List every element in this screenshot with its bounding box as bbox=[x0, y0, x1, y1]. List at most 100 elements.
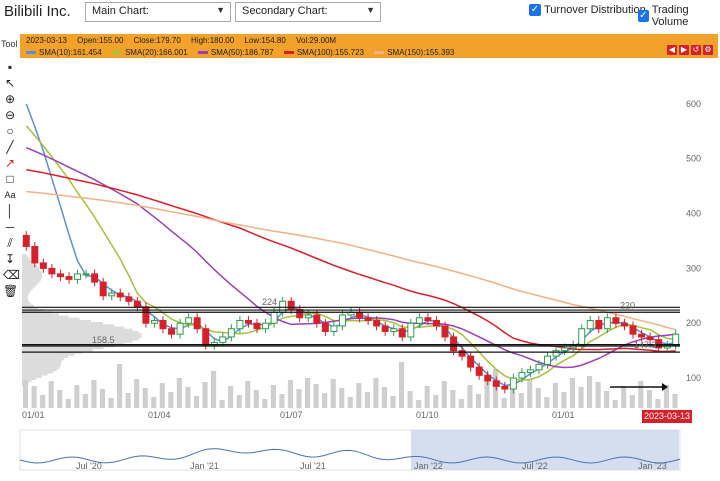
volume-bar bbox=[578, 387, 584, 408]
volume-bar bbox=[142, 388, 148, 408]
ohlc-readout: 2023-03-13 Open:155.00 Close:179.70 High… bbox=[26, 36, 344, 45]
eraser-icon[interactable]: ⌫ bbox=[3, 268, 20, 282]
candle-body bbox=[646, 336, 654, 341]
turnover-bar bbox=[22, 319, 92, 323]
text-icon[interactable]: Aa bbox=[4, 190, 16, 200]
turnover-bar bbox=[22, 289, 31, 293]
candle-body bbox=[48, 267, 56, 275]
candle-body bbox=[82, 273, 90, 276]
volume-bar bbox=[655, 399, 661, 408]
chevron-down-icon: ▼ bbox=[366, 5, 375, 15]
volume-bar bbox=[407, 391, 413, 408]
candle-body bbox=[193, 317, 201, 330]
main-chart-select[interactable]: Main Chart: ▼ bbox=[85, 2, 231, 22]
info-high: High:180.00 bbox=[191, 36, 235, 45]
turnover-bar bbox=[22, 337, 139, 341]
navigator-tick-label: Jul '20 bbox=[76, 461, 102, 471]
candle-body bbox=[381, 325, 389, 332]
volume-bar bbox=[544, 397, 550, 408]
volume-bar bbox=[604, 391, 610, 408]
volume-bar bbox=[399, 362, 405, 408]
turnover-bar bbox=[22, 267, 40, 271]
trash-icon[interactable]: 🗑 bbox=[3, 284, 19, 298]
volume-bar bbox=[595, 382, 601, 408]
candle-body bbox=[304, 314, 312, 319]
zoom-in-icon[interactable]: ⊕ bbox=[4, 92, 16, 106]
turnover-bar bbox=[22, 341, 125, 345]
legend-sma50: SMA(50):186.787 bbox=[197, 48, 274, 57]
info-vol: Vol:29.00M bbox=[296, 36, 337, 45]
line-icon[interactable]: ╱ bbox=[6, 140, 14, 154]
volume-bar bbox=[65, 399, 71, 408]
turnover-bar bbox=[22, 326, 125, 330]
checkmark-icon: ✓ bbox=[638, 10, 649, 22]
legend-sma150: SMA(150):155.393 bbox=[374, 48, 454, 57]
turnover-bar bbox=[22, 262, 35, 266]
volume-bar bbox=[510, 384, 516, 408]
volume-bar bbox=[125, 393, 131, 408]
volume-bar bbox=[168, 392, 174, 408]
turnover-bar bbox=[22, 361, 61, 365]
turnover-bar bbox=[22, 357, 64, 361]
nav-right-icon[interactable]: ▶ bbox=[679, 45, 689, 55]
turnover-distribution-checkbox[interactable]: ✓ Turnover Distribution bbox=[529, 4, 646, 16]
volume-bar bbox=[390, 396, 396, 408]
annotation-label: 220 bbox=[620, 300, 635, 310]
candle-body bbox=[338, 314, 346, 327]
volume-bar bbox=[339, 388, 345, 408]
y-tick-label: 100 bbox=[686, 373, 701, 383]
circle-icon[interactable]: ○ bbox=[6, 124, 14, 138]
candle-body bbox=[56, 273, 64, 278]
volume-bar bbox=[424, 386, 430, 408]
trading-volume-checkbox[interactable]: ✓ Trading Volume bbox=[638, 4, 720, 28]
info-low: Low:154.80 bbox=[244, 36, 286, 45]
volume-bar bbox=[381, 387, 388, 408]
volume-bar bbox=[621, 386, 627, 408]
arrow-line-icon[interactable]: ↗ bbox=[4, 156, 16, 170]
legend-sma20: SMA(20):166.001 bbox=[111, 48, 188, 57]
candle-body bbox=[159, 319, 167, 330]
vertical-line-icon[interactable]: │ bbox=[6, 204, 14, 218]
nav-left-icon[interactable]: ◀ bbox=[667, 45, 677, 55]
cursor-icon[interactable]: ↖ bbox=[4, 76, 16, 90]
volume-bar bbox=[475, 394, 482, 408]
candle-body bbox=[65, 276, 73, 280]
navigator-tick-label: Jul '22 bbox=[522, 461, 548, 471]
volume-bar bbox=[322, 393, 328, 408]
volume-bar bbox=[305, 378, 311, 408]
volume-bar bbox=[518, 393, 524, 408]
volume-bar bbox=[416, 400, 422, 408]
horizontal-line-icon[interactable]: ─ bbox=[5, 220, 15, 234]
volume-bar bbox=[236, 395, 242, 408]
volume-label: Trading Volume bbox=[651, 4, 689, 28]
candle-body bbox=[108, 292, 116, 297]
y-tick-label: 300 bbox=[686, 263, 701, 273]
parallel-lines-icon[interactable]: ⫽ bbox=[7, 236, 13, 250]
volume-bar bbox=[117, 364, 123, 408]
turnover-bar bbox=[22, 359, 62, 363]
turnover-bar bbox=[22, 302, 31, 306]
settings-icon[interactable]: ⚙ bbox=[703, 45, 713, 55]
annotation-label: 224 bbox=[262, 297, 277, 307]
reset-icon[interactable]: ↺ bbox=[691, 45, 701, 55]
volume-bar bbox=[57, 390, 63, 408]
candle-body bbox=[364, 317, 372, 321]
volume-bar bbox=[31, 386, 37, 408]
vertical-arrow-icon[interactable]: ↧ bbox=[4, 252, 16, 266]
x-tick-label: 01/04 bbox=[148, 410, 171, 420]
volume-bar bbox=[458, 399, 464, 408]
volume-bar bbox=[82, 394, 88, 408]
rectangle-icon[interactable]: □ bbox=[6, 172, 14, 186]
candle-body bbox=[373, 319, 381, 327]
turnover-bar bbox=[22, 324, 115, 328]
turnover-bar bbox=[22, 352, 75, 356]
secondary-chart-select[interactable]: Secondary Chart: ▼ bbox=[235, 2, 381, 22]
candle-body bbox=[168, 328, 176, 335]
candle-body bbox=[99, 281, 107, 297]
zoom-out-icon[interactable]: ⊖ bbox=[4, 108, 16, 122]
square-dot-icon[interactable]: ▪ bbox=[7, 60, 13, 74]
tool-label: Tool bbox=[1, 39, 18, 49]
turnover-bar bbox=[22, 313, 59, 317]
candle-body bbox=[176, 322, 184, 335]
